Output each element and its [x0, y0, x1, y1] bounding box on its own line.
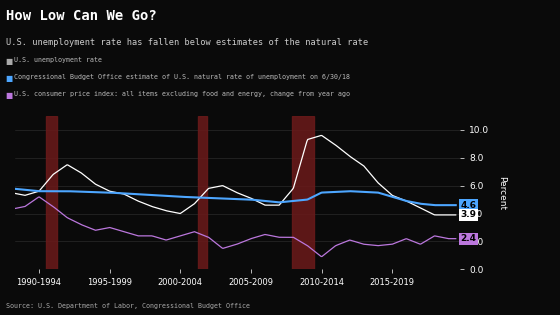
Text: U.S. unemployment rate has fallen below estimates of the natural rate: U.S. unemployment rate has fallen below … [6, 38, 368, 47]
Text: 2.4: 2.4 [461, 234, 477, 243]
Text: ■: ■ [6, 57, 13, 66]
Text: How Low Can We Go?: How Low Can We Go? [6, 9, 156, 23]
Text: U.S. unemployment rate: U.S. unemployment rate [14, 57, 102, 63]
Bar [198, 116, 207, 269]
Text: U.S. consumer price index: all items excluding food and energy, change from year: U.S. consumer price index: all items exc… [14, 91, 350, 97]
Text: Congressional Budget Office estimate of U.S. natural rate of unemployment on 6/3: Congressional Budget Office estimate of … [14, 74, 350, 80]
Bar [292, 116, 315, 269]
Text: ■: ■ [6, 74, 13, 83]
Text: Source: U.S. Department of Labor, Congressional Budget Office: Source: U.S. Department of Labor, Congre… [6, 303, 250, 309]
Bar [46, 116, 57, 269]
Y-axis label: Percent: Percent [497, 175, 506, 210]
Text: ■: ■ [6, 91, 13, 100]
Text: 3.9: 3.9 [461, 210, 477, 220]
Text: 4.6: 4.6 [461, 201, 477, 210]
